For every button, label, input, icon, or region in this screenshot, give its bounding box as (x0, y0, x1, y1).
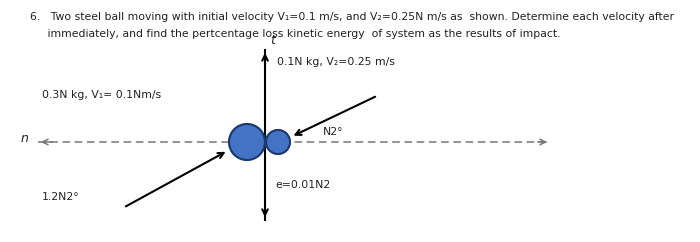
Circle shape (266, 130, 290, 154)
Text: immediately, and find the pertcentage loss kinetic energy  of system as the resu: immediately, and find the pertcentage lo… (30, 29, 561, 39)
Text: 6.   Two steel ball moving with initial velocity V₁=0.1 m/s, and V₂=0.25N m/s as: 6. Two steel ball moving with initial ve… (30, 12, 674, 22)
Text: 1.2N2°: 1.2N2° (42, 192, 80, 202)
Text: t: t (270, 34, 275, 47)
Circle shape (229, 124, 265, 160)
Text: N2°: N2° (323, 127, 344, 137)
Text: n: n (20, 133, 28, 145)
Text: 0.3N kg, V₁= 0.1Nm/s: 0.3N kg, V₁= 0.1Nm/s (42, 90, 161, 100)
Text: e=0.01N2: e=0.01N2 (275, 180, 330, 190)
Text: 0.1N kg, V₂=0.25 m/s: 0.1N kg, V₂=0.25 m/s (277, 57, 395, 67)
